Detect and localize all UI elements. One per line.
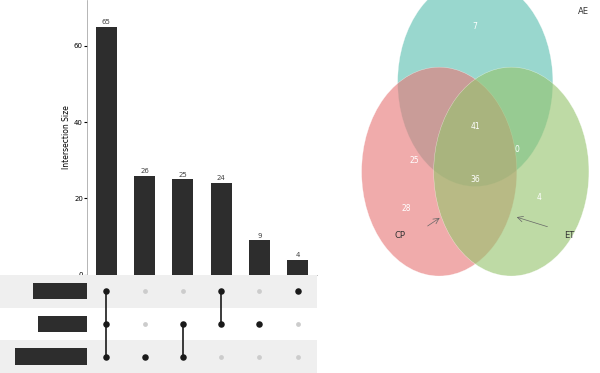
- Bar: [87, 340, 317, 373]
- Text: 4: 4: [536, 193, 541, 202]
- Point: [217, 288, 226, 294]
- Text: 28: 28: [401, 204, 410, 213]
- Point: [140, 288, 149, 294]
- Point: [217, 321, 226, 327]
- Text: 7: 7: [473, 22, 478, 31]
- Point: [293, 321, 302, 327]
- Bar: [96, 27, 117, 275]
- Point: [254, 321, 264, 327]
- Point: [140, 321, 149, 327]
- Text: 26: 26: [140, 168, 149, 174]
- Point: [140, 354, 149, 360]
- Text: AE: AE: [578, 7, 589, 16]
- Text: 36: 36: [470, 175, 480, 184]
- Point: [101, 288, 111, 294]
- Point: [178, 288, 188, 294]
- Bar: [249, 241, 270, 275]
- Bar: [87, 308, 317, 340]
- Point: [293, 288, 302, 294]
- Text: 41: 41: [470, 122, 480, 131]
- Text: 25: 25: [178, 172, 187, 178]
- Point: [178, 354, 188, 360]
- Circle shape: [398, 0, 553, 186]
- Bar: [0, 275, 87, 308]
- Bar: [32, 283, 87, 300]
- Circle shape: [434, 67, 589, 276]
- Bar: [134, 176, 155, 275]
- Bar: [211, 183, 232, 275]
- Bar: [38, 316, 87, 332]
- Point: [254, 288, 264, 294]
- Point: [178, 321, 188, 327]
- Point: [254, 354, 264, 360]
- Text: 65: 65: [102, 19, 111, 25]
- Y-axis label: Intersection Size: Intersection Size: [62, 106, 71, 169]
- Point: [217, 354, 226, 360]
- Point: [101, 354, 111, 360]
- Point: [293, 354, 302, 360]
- Text: 0: 0: [514, 145, 519, 154]
- Text: 24: 24: [217, 175, 226, 181]
- Text: 25: 25: [409, 156, 419, 165]
- Bar: [0, 308, 87, 340]
- Bar: [87, 275, 317, 308]
- Text: 4: 4: [296, 252, 300, 258]
- Point: [101, 321, 111, 327]
- Bar: [172, 179, 193, 275]
- Text: CP: CP: [395, 231, 406, 240]
- Text: ET: ET: [564, 231, 574, 240]
- Circle shape: [362, 67, 517, 276]
- Bar: [14, 348, 87, 365]
- Bar: [0, 340, 87, 373]
- Text: 9: 9: [257, 233, 262, 239]
- Bar: [287, 260, 308, 275]
